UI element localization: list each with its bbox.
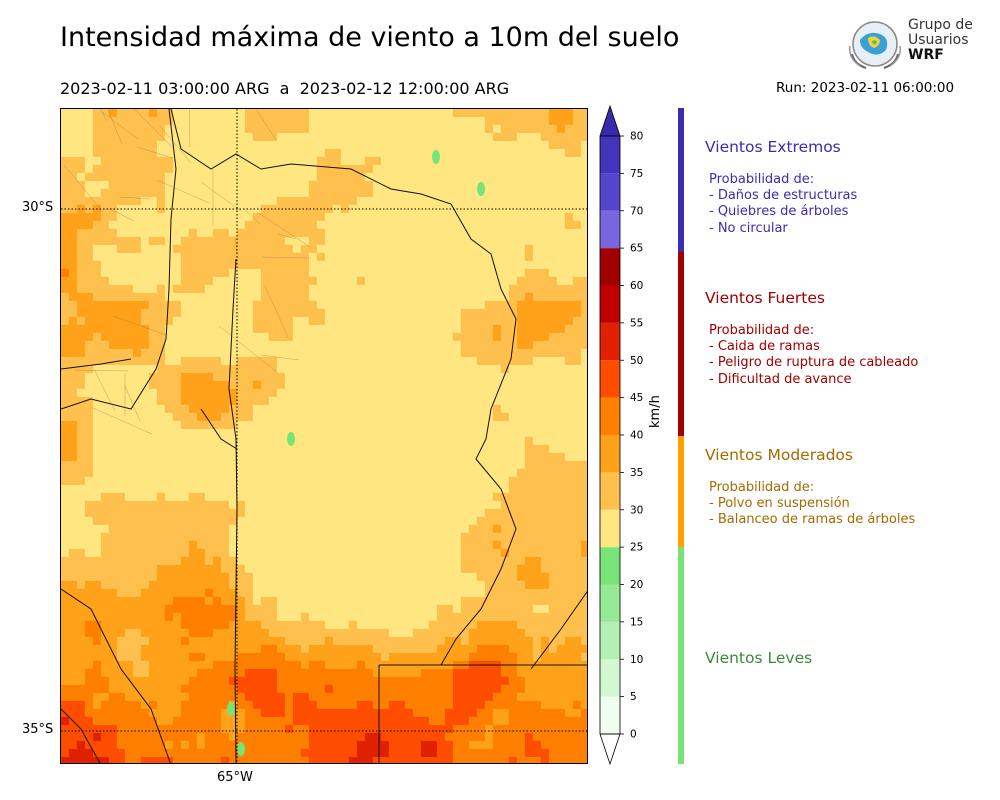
category-intro: Probabilidad de: — [709, 323, 815, 338]
light-wind-patch — [432, 150, 440, 164]
category-bar-moderados — [678, 436, 684, 547]
category-bar-extremos — [678, 108, 684, 252]
light-wind-patch — [227, 702, 235, 716]
colorbar-band — [600, 248, 620, 286]
wind-colorbar: 0 5 10 15 20 25 30 35 40 45 50 55 60 65 70 75 80 — [599, 104, 643, 766]
colorbar-band — [600, 360, 620, 398]
category-title-moderados: Vientos Moderados — [705, 446, 853, 464]
province-border — [61, 588, 171, 763]
light-wind-patch — [287, 432, 295, 446]
colorbar-tick-label: 30 — [630, 504, 643, 516]
category-item: - Balanceo de ramas de árboles — [709, 512, 916, 528]
colorbar-tick-label: 45 — [630, 392, 643, 404]
light-wind-patch — [477, 182, 485, 196]
province-border — [170, 109, 517, 666]
colorbar-extend-low — [599, 733, 621, 766]
wind-field — [61, 109, 587, 763]
colorbar-tick-label: 50 — [630, 355, 643, 367]
lon-label-65w: 65°W — [217, 770, 253, 785]
colorbar-band — [600, 136, 620, 174]
colorbar-tick-label: 25 — [630, 542, 643, 554]
colorbar-band — [600, 322, 620, 361]
category-title-leves: Vientos Leves — [705, 649, 813, 667]
wind-map — [60, 108, 588, 764]
map-title: Intensidad máxima de viento a 10m del su… — [60, 22, 680, 53]
category-item: - Polvo en suspensión — [709, 496, 850, 512]
category-intro: Probabilidad de: — [709, 172, 815, 187]
category-item: - Dificultad de avance — [709, 371, 852, 387]
colorbar-band — [600, 621, 620, 660]
colorbar-extend-high — [599, 104, 621, 137]
colorbar-tick-label: 65 — [630, 243, 643, 255]
category-title-fuertes: Vientos Fuertes — [705, 289, 825, 307]
category-desc-moderados: Probabilidad de: - Polvo en suspensión -… — [709, 480, 915, 529]
colorbar-band — [600, 696, 620, 734]
logo-line-2: Usuarios — [908, 32, 969, 48]
colorbar-tick-label: 20 — [630, 579, 643, 591]
lat-label-35s: 35°S — [22, 722, 54, 737]
colorbar-band — [600, 472, 620, 510]
colorbar-tick-label: 15 — [630, 616, 643, 628]
light-wind-patch — [237, 742, 245, 756]
province-border — [200, 408, 238, 450]
category-item: - No circular — [709, 220, 788, 236]
colorbar-band — [600, 659, 620, 697]
province-border — [61, 358, 132, 370]
category-desc-extremos: Probabilidad de: - Daños de estructuras … — [709, 172, 857, 237]
colorbar-band — [600, 173, 620, 211]
province-border — [530, 590, 587, 670]
wind-field-cells — [61, 109, 587, 763]
colorbar-band — [600, 285, 620, 323]
colorbar-tick-label: 0 — [630, 729, 637, 741]
province-border — [61, 708, 101, 763]
colorbar-tick-label: 35 — [630, 467, 643, 479]
colorbar-band — [600, 397, 620, 435]
colorbar-tick-label: 5 — [630, 691, 637, 703]
colorbar-tick-label: 70 — [630, 205, 643, 217]
category-desc-fuertes: Probabilidad de: - Caida de ramas - Peli… — [709, 323, 918, 388]
colorbar-band — [600, 509, 620, 548]
colorbar-band — [600, 210, 620, 249]
province-border — [61, 109, 177, 410]
colorbar-tick-label: 80 — [630, 131, 643, 143]
category-bar-fuertes — [678, 252, 684, 436]
colorbar-band — [600, 584, 620, 622]
colorbar-tick-label: 60 — [630, 280, 643, 292]
colorbar-unit: km/h — [648, 395, 663, 428]
colorbar-band — [600, 435, 620, 473]
colorbar-tick-label: 75 — [630, 168, 643, 180]
category-bar-leves — [678, 547, 684, 764]
category-item: - Daños de estructuras — [709, 188, 858, 204]
wrf-logo: Grupo de Usuarios WRF — [846, 16, 976, 74]
logo-line-3: WRF — [908, 47, 944, 63]
colorbar-tick-label: 55 — [630, 317, 643, 329]
colorbar-band — [600, 547, 620, 585]
province-border — [228, 258, 238, 763]
category-item: - Quiebres de árboles — [709, 204, 849, 220]
date-range: 2023-02-11 03:00:00 ARG a 2023-02-12 12:… — [60, 79, 510, 98]
category-intro: Probabilidad de: — [709, 480, 815, 495]
colorbar-tick-label: 40 — [630, 430, 643, 442]
logo-line-1: Grupo de — [908, 17, 973, 33]
lat-label-30s: 30°S — [22, 200, 54, 215]
colorbar-tick-label: 10 — [630, 654, 643, 666]
globe-icon — [848, 21, 902, 69]
category-item: - Peligro de ruptura de cableado — [709, 355, 919, 371]
run-timestamp: Run: 2023-02-11 06:00:00 — [776, 80, 955, 96]
category-title-extremos: Vientos Extremos — [705, 138, 841, 156]
category-item: - Caida de ramas — [709, 339, 820, 355]
